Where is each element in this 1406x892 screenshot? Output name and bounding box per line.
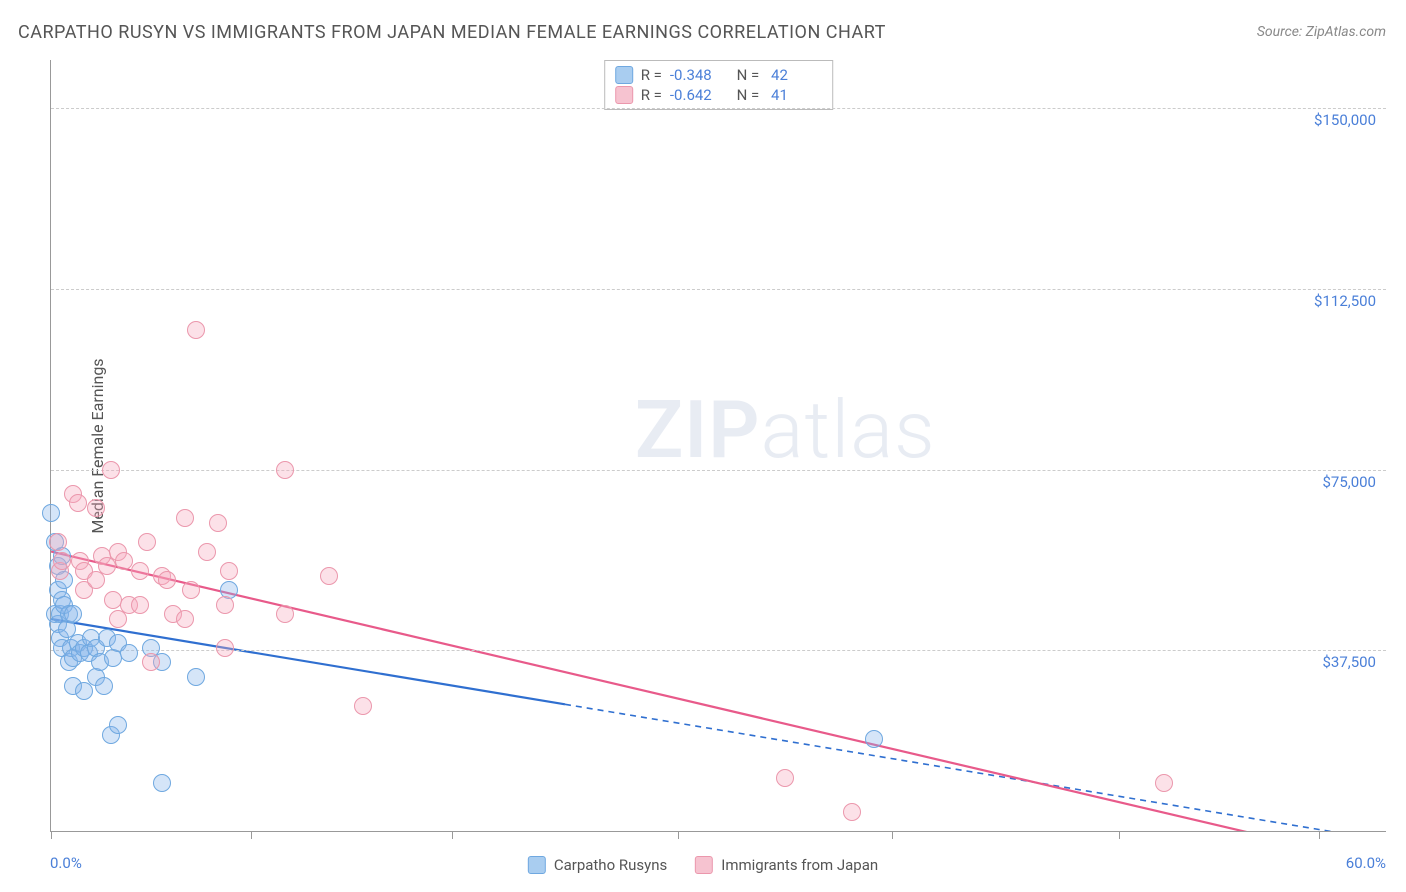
legend-label: Carpatho Rusyns xyxy=(554,856,667,874)
y-tick-label: $37,500 xyxy=(1322,653,1376,671)
data-point-japan xyxy=(354,697,372,715)
data-point-carpatho xyxy=(187,668,205,686)
watermark: ZIPatlas xyxy=(635,383,936,477)
data-point-japan xyxy=(198,543,216,561)
y-tick-label: $150,000 xyxy=(1314,111,1376,129)
data-point-carpatho xyxy=(865,730,883,748)
data-point-japan xyxy=(131,562,149,580)
legend-item-japan: Immigrants from Japan xyxy=(695,856,878,874)
gridline xyxy=(51,470,1386,471)
data-point-carpatho xyxy=(153,774,171,792)
chart-title: CARPATHO RUSYN VS IMMIGRANTS FROM JAPAN … xyxy=(18,22,886,43)
stats-swatch xyxy=(615,86,633,104)
stats-legend-box: R = -0.348 N = 42 R = -0.642 N = 41 xyxy=(604,60,834,110)
legend-item-carpatho: Carpatho Rusyns xyxy=(528,856,667,874)
plot-area: ZIPatlas R = -0.348 N = 42 R = -0.642 N = 4… xyxy=(50,60,1386,832)
stats-n-label: N = xyxy=(733,86,759,104)
data-point-japan xyxy=(53,552,71,570)
data-point-japan xyxy=(49,533,67,551)
data-point-carpatho xyxy=(95,677,113,695)
gridline xyxy=(51,108,1386,109)
data-point-japan xyxy=(142,653,160,671)
data-point-japan xyxy=(176,509,194,527)
legend-swatch xyxy=(528,856,546,874)
data-point-japan xyxy=(1155,774,1173,792)
correlation-chart: CARPATHO RUSYN VS IMMIGRANTS FROM JAPAN … xyxy=(0,0,1406,892)
trend-line-carpatho-extrapolated xyxy=(565,704,1386,831)
stats-r-value: -0.348 xyxy=(670,66,725,84)
data-point-japan xyxy=(98,557,116,575)
x-tick xyxy=(1319,831,1320,839)
x-axis-min-label: 0.0% xyxy=(50,854,82,872)
data-point-japan xyxy=(776,769,794,787)
data-point-japan xyxy=(102,461,120,479)
bottom-legend: Carpatho Rusyns Immigrants from Japan xyxy=(528,856,878,874)
data-point-japan xyxy=(138,533,156,551)
legend-label: Immigrants from Japan xyxy=(721,856,878,874)
data-point-japan xyxy=(276,461,294,479)
stats-n-value: 42 xyxy=(767,66,822,84)
data-point-japan xyxy=(187,321,205,339)
gridline xyxy=(51,289,1386,290)
data-point-japan xyxy=(131,596,149,614)
data-point-carpatho xyxy=(120,644,138,662)
data-point-japan xyxy=(176,610,194,628)
stats-r-label: R = xyxy=(641,66,662,84)
stats-swatch xyxy=(615,66,633,84)
data-point-japan xyxy=(87,499,105,517)
x-tick xyxy=(678,831,679,839)
stats-r-label: R = xyxy=(641,86,662,104)
data-point-japan xyxy=(220,562,238,580)
data-point-japan xyxy=(182,581,200,599)
stats-row-japan: R = -0.642 N = 41 xyxy=(615,85,823,105)
data-point-japan xyxy=(216,639,234,657)
x-axis-max-label: 60.0% xyxy=(1346,854,1386,872)
data-point-carpatho xyxy=(42,504,60,522)
data-point-japan xyxy=(276,605,294,623)
data-point-japan xyxy=(69,494,87,512)
x-tick xyxy=(251,831,252,839)
source-label: Source: ZipAtlas.com xyxy=(1257,24,1386,40)
x-tick xyxy=(452,831,453,839)
stats-r-value: -0.642 xyxy=(670,86,725,104)
y-tick-label: $112,500 xyxy=(1314,292,1376,310)
trend-lines-layer xyxy=(51,60,1386,831)
data-point-japan xyxy=(320,567,338,585)
data-point-japan xyxy=(216,596,234,614)
stats-n-value: 41 xyxy=(767,86,822,104)
stats-n-label: N = xyxy=(733,66,759,84)
data-point-japan xyxy=(158,571,176,589)
data-point-japan xyxy=(109,610,127,628)
data-point-japan xyxy=(843,803,861,821)
legend-swatch xyxy=(695,856,713,874)
data-point-carpatho xyxy=(109,716,127,734)
data-point-carpatho xyxy=(64,605,82,623)
data-point-japan xyxy=(209,514,227,532)
x-tick xyxy=(892,831,893,839)
trend-line-japan xyxy=(51,552,1386,831)
x-tick xyxy=(1119,831,1120,839)
y-tick-label: $75,000 xyxy=(1322,473,1376,491)
gridline xyxy=(51,650,1386,651)
stats-row-carpatho: R = -0.348 N = 42 xyxy=(615,65,823,85)
x-tick xyxy=(51,831,52,839)
